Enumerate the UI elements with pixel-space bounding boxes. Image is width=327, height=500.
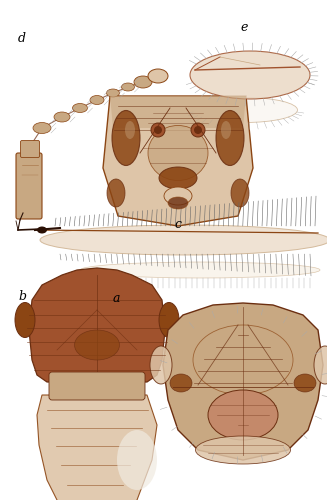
FancyBboxPatch shape [16,153,42,219]
Ellipse shape [15,302,35,338]
Ellipse shape [73,104,88,112]
Ellipse shape [193,325,293,395]
Ellipse shape [194,126,202,134]
Ellipse shape [170,374,192,392]
Text: c: c [175,218,182,230]
Ellipse shape [221,121,231,139]
Text: b: b [18,290,26,303]
Ellipse shape [80,262,320,278]
Ellipse shape [159,167,197,189]
FancyBboxPatch shape [49,372,145,400]
Ellipse shape [191,123,205,137]
Ellipse shape [112,110,140,166]
Ellipse shape [117,430,157,490]
Ellipse shape [54,112,70,122]
Ellipse shape [125,121,135,139]
Ellipse shape [148,69,168,83]
Ellipse shape [90,96,104,104]
Ellipse shape [40,225,327,255]
Ellipse shape [33,122,51,134]
Ellipse shape [164,187,192,205]
Ellipse shape [231,179,249,207]
Ellipse shape [75,330,119,360]
Polygon shape [37,395,157,500]
Ellipse shape [168,197,188,209]
Ellipse shape [159,302,179,338]
Ellipse shape [122,83,134,91]
Ellipse shape [151,123,165,137]
Ellipse shape [107,179,125,207]
Text: d: d [18,32,26,46]
Ellipse shape [216,110,244,166]
Ellipse shape [107,89,119,97]
Ellipse shape [208,390,278,440]
FancyBboxPatch shape [21,140,40,158]
Ellipse shape [37,226,47,234]
Polygon shape [110,96,246,128]
Ellipse shape [294,374,316,392]
Text: e: e [240,21,248,34]
Ellipse shape [190,51,310,99]
Text: a: a [113,292,120,306]
Ellipse shape [196,436,290,464]
Polygon shape [163,303,323,460]
Ellipse shape [154,126,162,134]
Ellipse shape [193,98,298,122]
Ellipse shape [150,346,172,384]
Polygon shape [103,96,253,226]
Polygon shape [29,268,165,382]
Ellipse shape [314,346,327,384]
Ellipse shape [148,126,208,180]
Ellipse shape [134,76,152,88]
